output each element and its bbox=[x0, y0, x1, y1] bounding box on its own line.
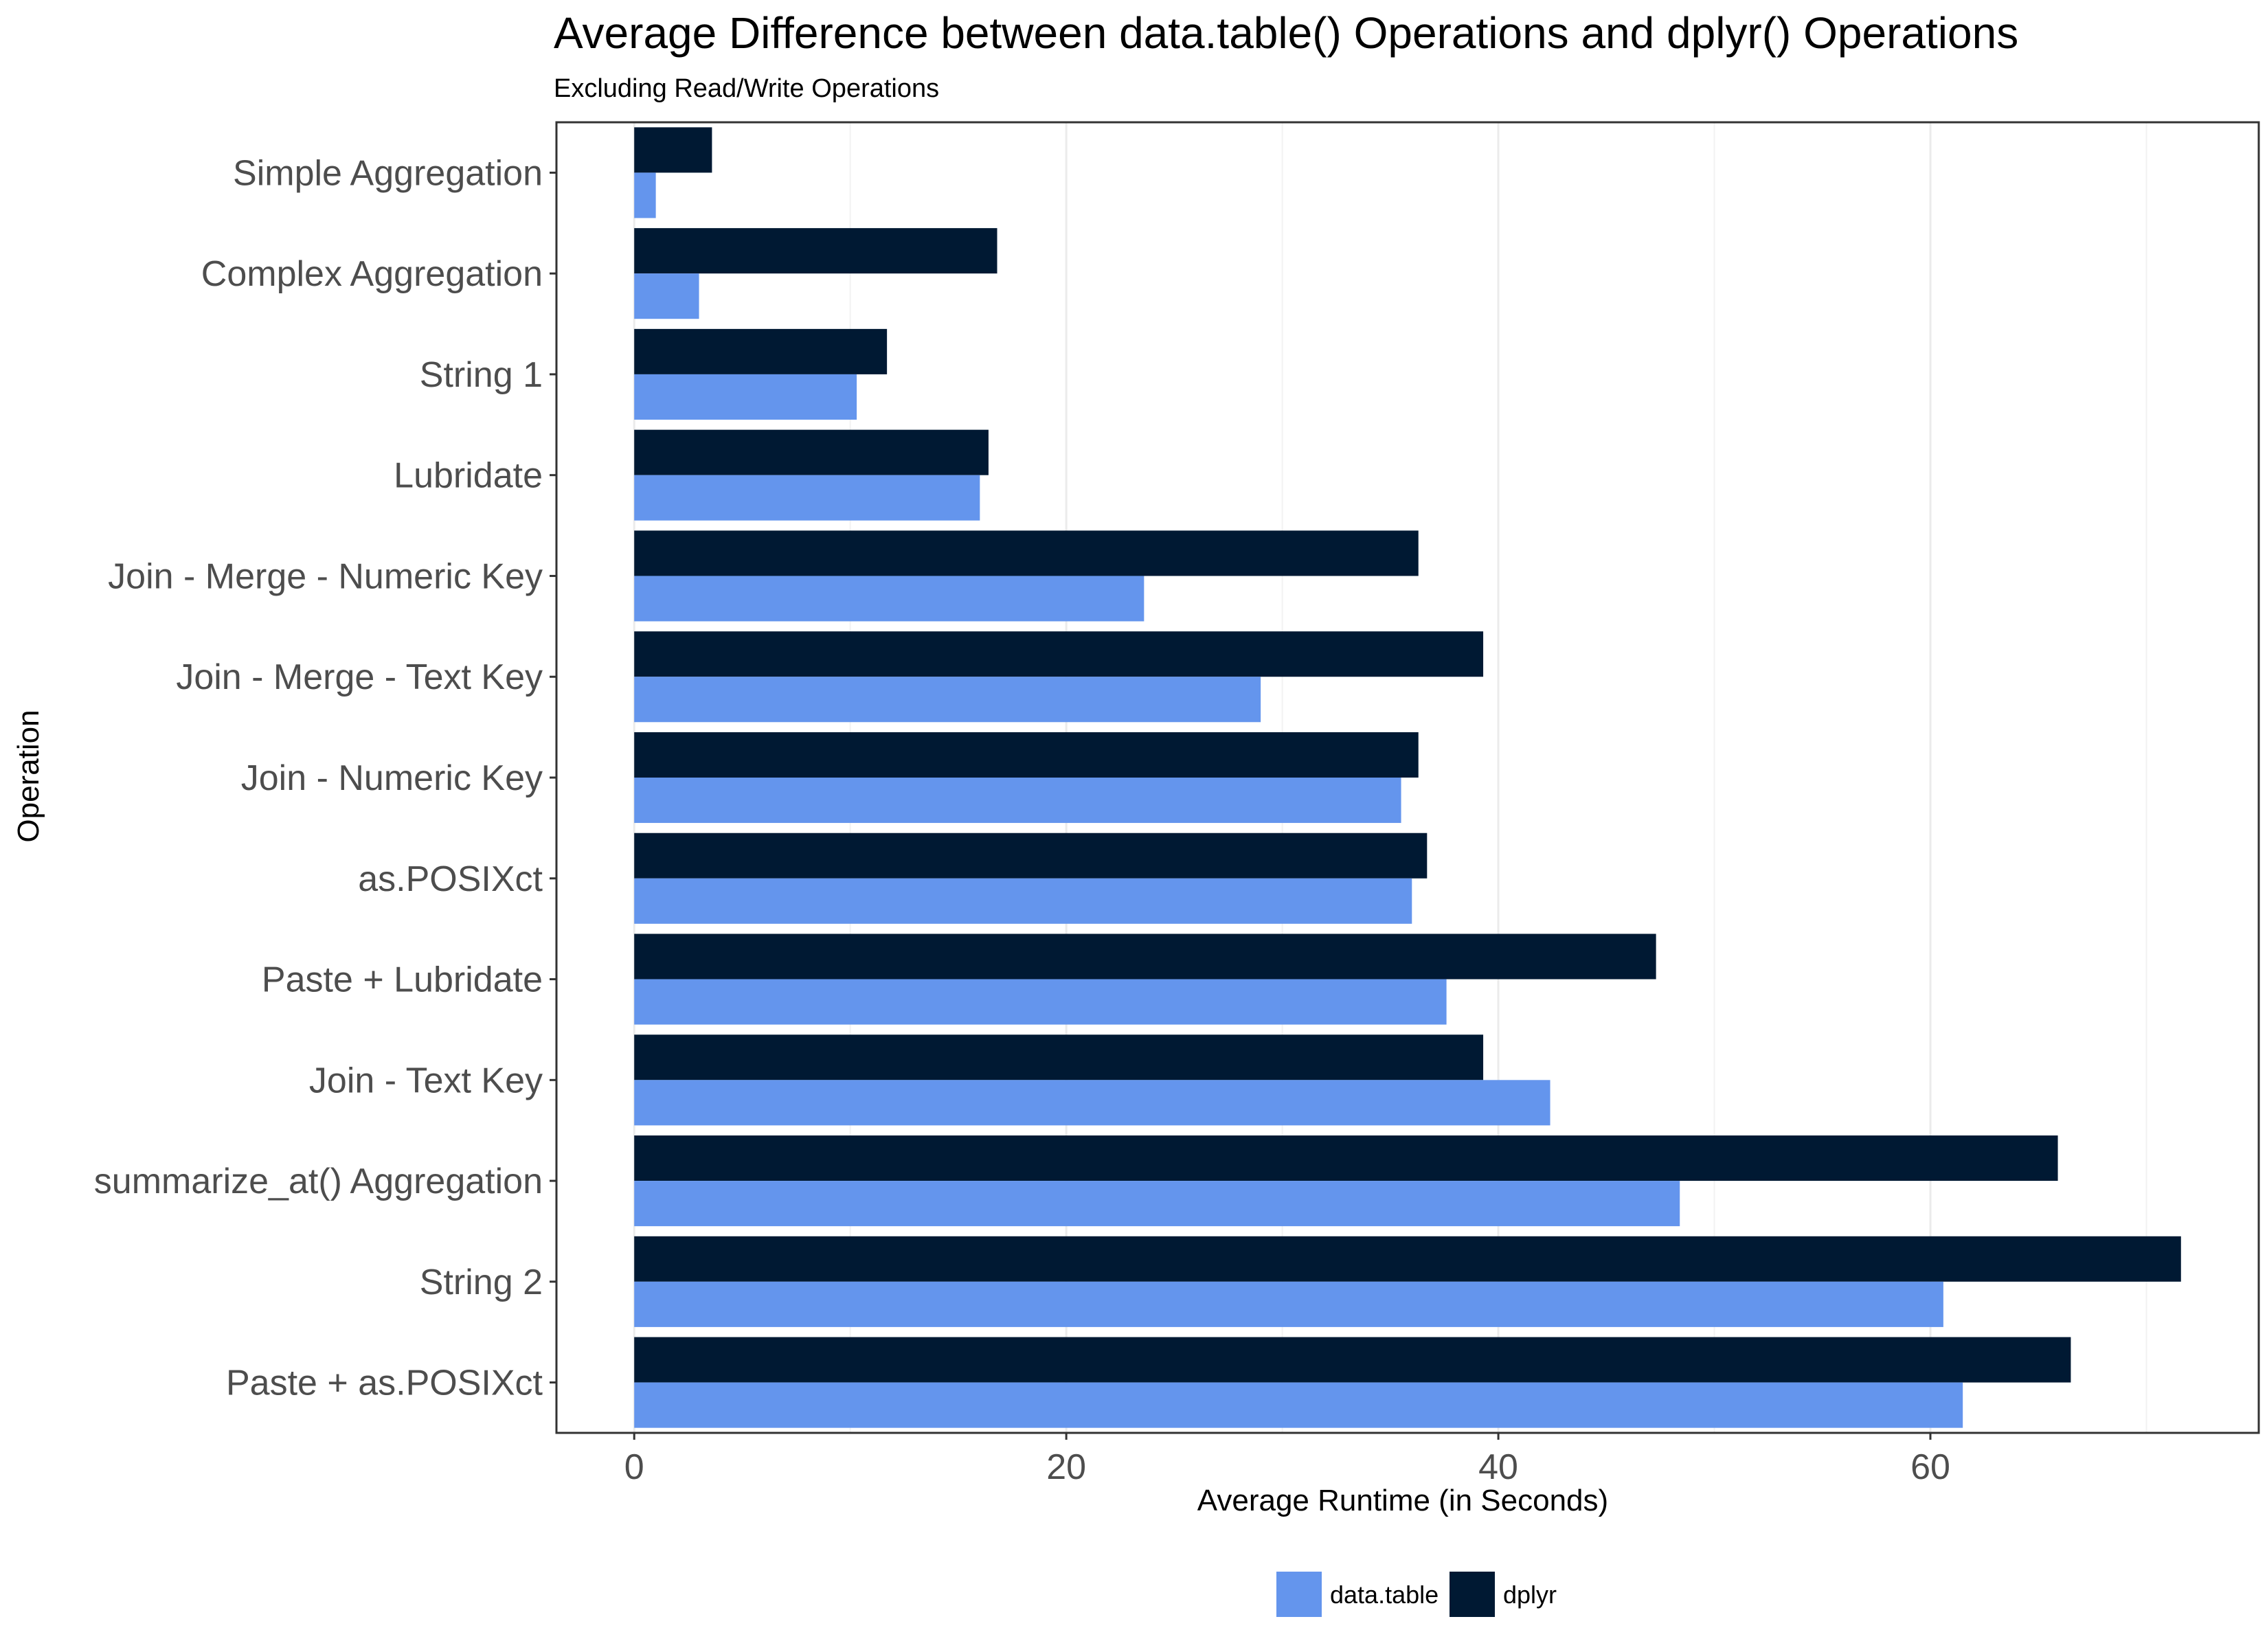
bar-dplyr bbox=[634, 1034, 1484, 1080]
bar-dplyr bbox=[634, 228, 997, 274]
x-tick-label: 60 bbox=[1910, 1447, 1950, 1487]
bar-dplyr bbox=[634, 429, 989, 475]
bar-dplyr bbox=[634, 530, 1419, 576]
bar-dplyr bbox=[634, 1135, 2058, 1181]
x-tick-label: 20 bbox=[1046, 1447, 1086, 1487]
bar-data-table bbox=[634, 273, 699, 319]
y-tick-label: Join - Merge - Numeric Key bbox=[108, 556, 543, 596]
legend-label: dplyr bbox=[1503, 1581, 1557, 1609]
x-tick-label: 0 bbox=[624, 1447, 644, 1487]
bar-dplyr bbox=[634, 631, 1484, 677]
bar-data-table bbox=[634, 475, 980, 521]
legend-key-data-table bbox=[1276, 1572, 1322, 1617]
y-tick-label: Complex Aggregation bbox=[201, 254, 543, 294]
chart-subtitle: Excluding Read/Write Operations bbox=[554, 74, 939, 103]
legend-key-dplyr bbox=[1450, 1572, 1495, 1617]
y-tick-label: Simple Aggregation bbox=[233, 153, 543, 193]
legend: data.table dplyr bbox=[1276, 1572, 1557, 1617]
y-tick-label: Paste + as.POSIXct bbox=[226, 1364, 543, 1403]
bar-data-table bbox=[634, 677, 1261, 723]
y-tick-label: summarize_at() Aggregation bbox=[94, 1162, 543, 1201]
bar-data-table bbox=[634, 878, 1412, 924]
y-tick-label: String 2 bbox=[420, 1263, 543, 1302]
bar-dplyr bbox=[634, 328, 888, 374]
bar-data-table bbox=[634, 1382, 1963, 1428]
y-axis: Simple Aggregation Complex Aggregation Str… bbox=[94, 153, 556, 1403]
bar-dplyr bbox=[634, 833, 1428, 879]
bar-data-table bbox=[634, 576, 1144, 622]
y-tick-label: Lubridate bbox=[394, 456, 543, 496]
bars bbox=[634, 127, 2181, 1428]
x-axis-title: Average Runtime (in Seconds) bbox=[1197, 1484, 1608, 1517]
bar-data-table bbox=[634, 1181, 1680, 1227]
bar-dplyr bbox=[634, 1236, 2181, 1282]
bar-dplyr bbox=[634, 127, 712, 173]
y-axis-title: Operation bbox=[12, 710, 45, 842]
y-tick-label: as.POSIXct bbox=[358, 859, 543, 899]
bar-data-table bbox=[634, 172, 656, 218]
chart-title: Average Difference between data.table() … bbox=[554, 8, 2018, 58]
y-tick-label: Join - Text Key bbox=[309, 1061, 543, 1100]
bar-data-table bbox=[634, 979, 1447, 1025]
x-axis: 0 20 40 60 bbox=[624, 1433, 1950, 1487]
bar-data-table bbox=[634, 1080, 1550, 1126]
x-tick-label: 40 bbox=[1478, 1447, 1518, 1487]
y-tick-label: String 1 bbox=[420, 355, 543, 395]
bar-data-table bbox=[634, 1281, 1943, 1327]
bar-dplyr bbox=[634, 732, 1419, 778]
bar-dplyr bbox=[634, 934, 1656, 980]
y-tick-label: Paste + Lubridate bbox=[262, 960, 543, 1000]
bar-data-table bbox=[634, 778, 1401, 824]
y-tick-label: Join - Numeric Key bbox=[241, 758, 543, 798]
legend-label: data.table bbox=[1330, 1581, 1439, 1609]
y-tick-label: Join - Merge - Text Key bbox=[176, 657, 543, 697]
bar-dplyr bbox=[634, 1337, 2071, 1383]
bar-data-table bbox=[634, 374, 857, 420]
